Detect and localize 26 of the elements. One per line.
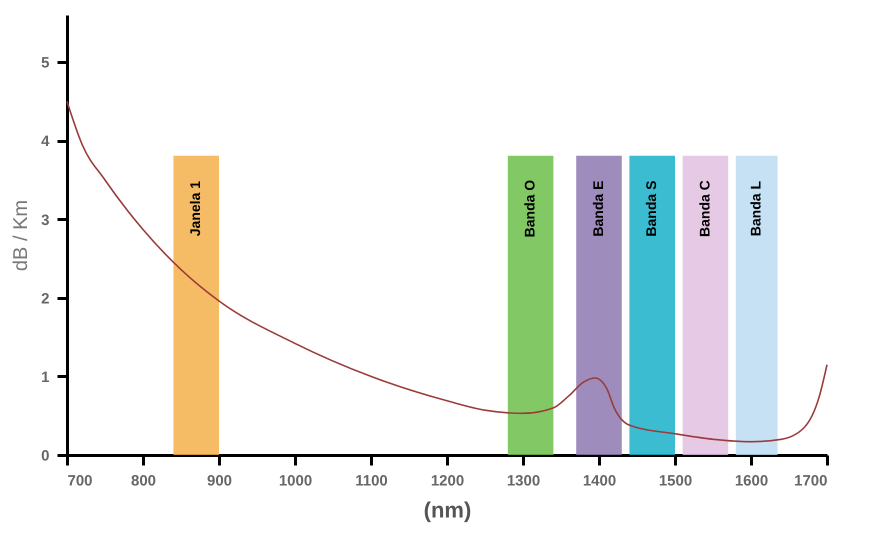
x-tick-label: 800 bbox=[130, 472, 156, 490]
y-tick-label: 5 bbox=[41, 54, 50, 72]
band-label: Banda L bbox=[748, 180, 764, 236]
x-axis-title: (nm) bbox=[424, 498, 472, 522]
y-tick-label: 0 bbox=[41, 448, 50, 464]
y-tick-label: 1 bbox=[41, 368, 50, 386]
band-label: Janela 1 bbox=[187, 180, 204, 236]
band-label: Banda C bbox=[696, 180, 712, 237]
x-tick-label: 1400 bbox=[582, 472, 616, 490]
x-tick-label: 1700 bbox=[794, 472, 828, 490]
y-tick-label: 2 bbox=[41, 290, 50, 308]
y-axis-title: dB / Km bbox=[10, 200, 32, 272]
band-label: Banda E bbox=[590, 180, 606, 237]
x-tick-label: 1300 bbox=[506, 472, 540, 490]
x-tick-label: 700 bbox=[68, 472, 93, 490]
line-series bbox=[66, 100, 828, 442]
x-tick-label: 1000 bbox=[278, 472, 312, 490]
y-tick-label: 4 bbox=[41, 133, 50, 150]
x-tick-label: 1200 bbox=[430, 472, 464, 490]
y-tick-label: 3 bbox=[41, 212, 50, 229]
x-tick-label: 900 bbox=[206, 472, 232, 490]
x-tick-label: 1100 bbox=[355, 472, 388, 490]
band-label: Banda S bbox=[643, 180, 660, 237]
x-tick-label: 1500 bbox=[658, 472, 692, 490]
band-label: Banda O bbox=[522, 180, 538, 238]
x-tick-label: 1600 bbox=[734, 472, 768, 490]
